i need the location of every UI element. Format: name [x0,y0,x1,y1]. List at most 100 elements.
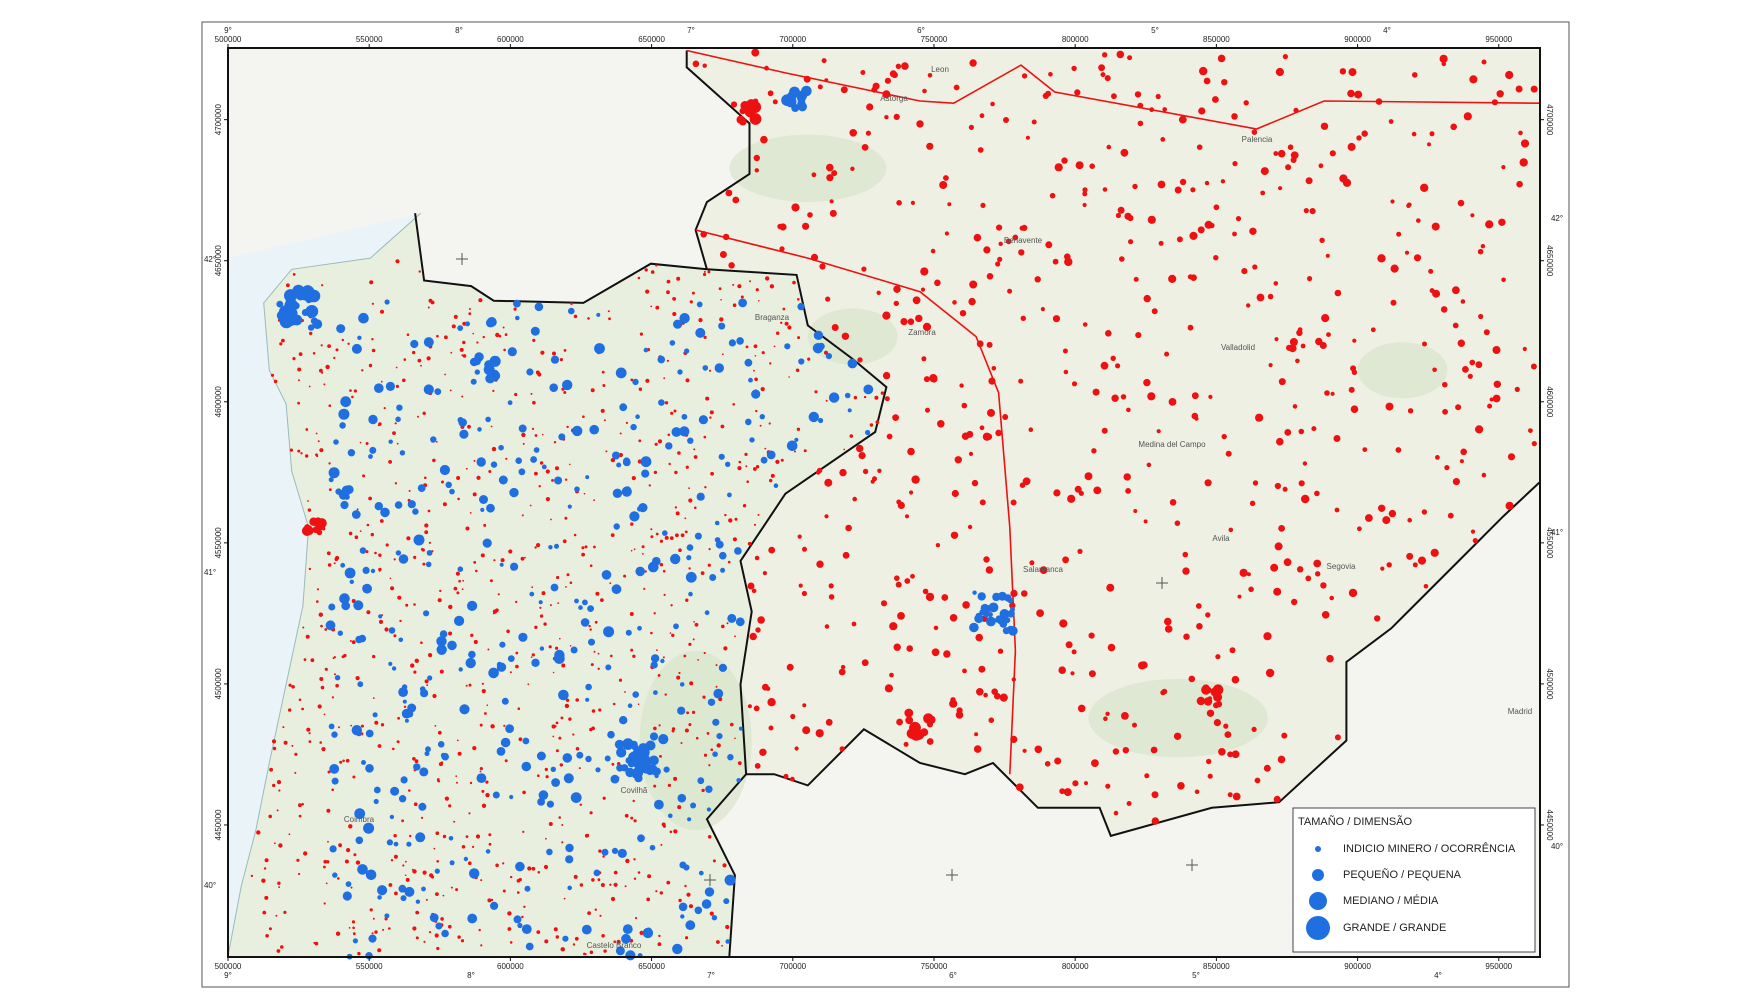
occurrence-dot [283,910,287,915]
northing-label: 4600000 [1545,386,1554,418]
occurrence-dot [1028,427,1034,433]
occurrence-dot [726,622,729,625]
occurrence-dot [601,370,605,374]
occurrence-dot [633,548,636,551]
occurrence-dot [422,562,426,566]
occurrence-dot [316,518,327,529]
occurrence-dot [1265,668,1275,678]
occurrence-dot [737,466,742,471]
occurrence-dot [884,684,894,693]
legend-symbol [1315,846,1321,852]
occurrence-dot [753,705,760,712]
occurrence-dot [1329,150,1336,157]
occurrence-dot [640,748,645,753]
occurrence-dot [380,507,390,518]
occurrence-dot [664,693,667,696]
occurrence-dot [302,626,305,629]
occurrence-dot [722,863,727,868]
occurrence-dot [612,451,620,460]
occurrence-dot [328,723,335,730]
occurrence-dot [892,414,899,421]
occurrence-dot [1330,391,1335,396]
occurrence-dot [337,877,340,880]
occurrence-dot [757,616,765,624]
occurrence-dot [802,703,807,708]
occurrence-dot [903,741,909,747]
occurrence-dot [256,830,261,835]
occurrence-dot [707,698,716,706]
occurrence-dot [663,766,670,773]
occurrence-dot [479,723,483,727]
occurrence-dot [1054,757,1062,765]
occurrence-dot [533,447,540,453]
occurrence-dot [753,467,757,471]
easting-label: 600000 [497,35,524,44]
occurrence-dot [716,743,721,748]
occurrence-dot [1115,212,1121,219]
occurrence-dot [388,927,391,930]
occurrence-dot [461,354,464,357]
occurrence-dot [813,330,824,340]
occurrence-dot [445,481,452,488]
occurrence-dot [462,340,466,345]
occurrence-dot [851,621,857,627]
occurrence-dot [1089,163,1095,169]
occurrence-dot [301,707,304,711]
occurrence-dot [456,781,458,784]
occurrence-dot [1472,538,1478,544]
occurrence-dot [1487,403,1493,409]
occurrence-dot [1133,509,1138,513]
occurrence-dot [305,454,309,458]
occurrence-dot [1407,517,1412,523]
occurrence-dot [1334,507,1340,513]
occurrence-dot [931,648,940,657]
occurrence-dot [1137,102,1144,109]
occurrence-dot [395,550,402,556]
occurrence-dot [1007,597,1014,604]
occurrence-dot [901,62,909,70]
occurrence-dot [949,699,958,708]
occurrence-dot [339,760,343,764]
occurrence-dot [610,533,615,537]
occurrence-dot [440,752,447,759]
occurrence-dot [332,872,338,878]
occurrence-dot [807,212,813,218]
occurrence-dot [1305,177,1313,185]
occurrence-dot [503,348,506,352]
occurrence-dot [1278,378,1286,386]
occurrence-dot [603,626,615,638]
occurrence-dot [824,78,829,83]
occurrence-dot [502,862,505,865]
occurrence-dot [736,115,745,124]
occurrence-dot [702,365,709,371]
occurrence-dot [563,391,567,394]
occurrence-dot [578,767,581,770]
occurrence-dot [725,189,733,197]
occurrence-dot [746,111,752,117]
occurrence-dot [550,766,556,772]
occurrence-dot [1283,558,1292,567]
occurrence-dot [347,449,356,457]
occurrence-dot [685,936,689,940]
occurrence-dot [648,484,651,487]
occurrence-dot [432,693,437,699]
occurrence-dot [569,581,573,584]
occurrence-dot [612,702,616,706]
occurrence-dot [1025,135,1030,140]
occurrence-dot [394,501,403,509]
occurrence-dot [591,726,595,731]
occurrence-dot [1273,151,1279,156]
occurrence-dot [1195,603,1202,609]
occurrence-dot [371,348,376,353]
occurrence-dot [480,507,485,512]
occurrence-dot [1074,89,1081,96]
occurrence-dot [502,889,506,893]
occurrence-dot [694,532,702,540]
occurrence-dot [458,579,461,583]
occurrence-dot [568,717,572,721]
occurrence-dot [395,384,399,388]
occurrence-dot [589,950,594,955]
easting-label: 650000 [638,35,665,44]
occurrence-dot [1412,562,1418,568]
place-label: Valladolid [1221,343,1255,352]
